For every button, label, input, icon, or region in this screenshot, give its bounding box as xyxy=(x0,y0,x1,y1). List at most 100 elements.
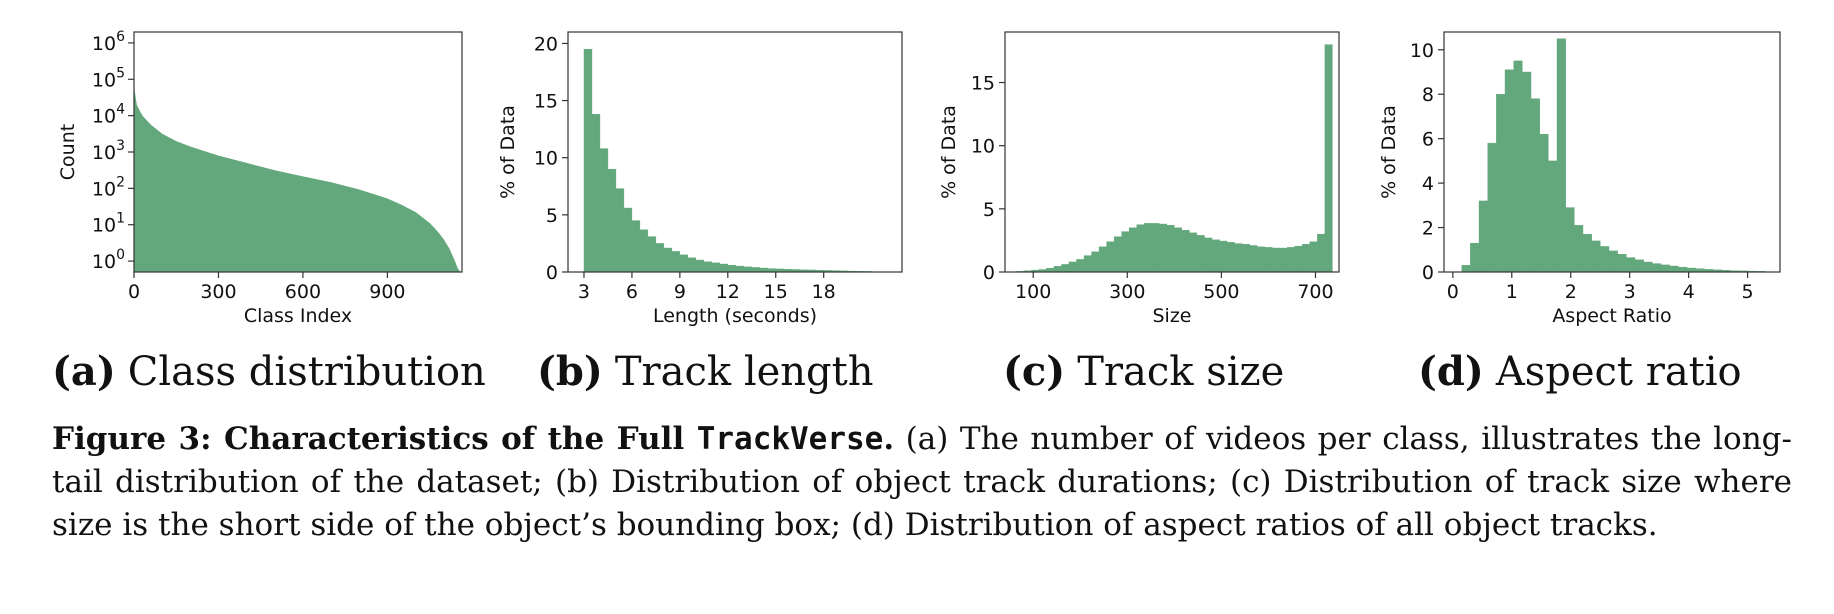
histogram-bar xyxy=(1530,98,1540,273)
subcaption-b-text: Track length xyxy=(614,349,874,395)
histogram-bar xyxy=(1121,231,1130,273)
x-tick-label: 600 xyxy=(285,281,321,303)
histogram-bar xyxy=(687,257,697,273)
histogram-bar xyxy=(1159,223,1168,273)
histogram-bar xyxy=(1294,245,1303,273)
x-tick-label: 9 xyxy=(674,281,686,303)
y-tick-label: 103 xyxy=(92,138,125,164)
histogram-bar xyxy=(1591,240,1601,273)
histogram-bar xyxy=(1144,223,1152,273)
y-tick-label: 20 xyxy=(534,33,558,55)
histogram-bar xyxy=(671,251,681,273)
histogram-bar xyxy=(1539,134,1549,273)
histogram-bar xyxy=(639,229,649,273)
histogram-bar xyxy=(623,207,633,273)
histogram-bar xyxy=(1219,240,1228,273)
subcaption-a-label: (a) xyxy=(52,348,116,395)
class-count-area xyxy=(134,86,462,272)
y-tick-label: 5 xyxy=(983,199,995,221)
caption-code: TrackVerse xyxy=(696,421,884,457)
y-tick-label: 0 xyxy=(1422,262,1434,284)
histogram-bar xyxy=(1061,264,1070,273)
y-tick-label: 10 xyxy=(1410,40,1434,62)
histogram-bar xyxy=(711,262,721,273)
axes-frame xyxy=(1443,31,1781,273)
x-tick-label: 15 xyxy=(764,281,788,303)
x-tick-label: 900 xyxy=(369,281,405,303)
histogram-bar xyxy=(727,264,736,273)
histogram-bar xyxy=(1256,246,1265,273)
histogram-bar xyxy=(631,220,641,273)
y-axis-label: % of Data xyxy=(938,105,960,199)
subcaption-c: (c) Track size xyxy=(1003,348,1284,395)
histogram-bar xyxy=(695,259,705,273)
histogram-bar xyxy=(735,265,744,273)
histogram-bar xyxy=(743,266,752,273)
y-tick-label: 100 xyxy=(92,247,125,273)
y-tick-label: 8 xyxy=(1422,84,1434,106)
x-axis-label: Length (seconds) xyxy=(653,305,817,327)
x-tick-label: 18 xyxy=(812,281,836,303)
histogram-bar xyxy=(583,48,593,273)
histogram-bar xyxy=(615,188,625,273)
x-axis-label: Size xyxy=(1152,305,1191,327)
histogram-bar xyxy=(591,114,601,273)
subcaption-c-text: Track size xyxy=(1077,349,1285,395)
histogram-bar xyxy=(759,267,768,273)
histogram-bar xyxy=(1522,71,1532,273)
x-tick-label: 700 xyxy=(1297,281,1333,303)
histogram-bar xyxy=(1478,200,1488,273)
x-tick-label: 3 xyxy=(1624,281,1636,303)
histogram-bar xyxy=(1098,246,1107,273)
histogram-bar xyxy=(1565,207,1575,273)
x-tick-label: 12 xyxy=(716,281,740,303)
x-axis-label: Aspect Ratio xyxy=(1552,305,1671,327)
histogram-bar xyxy=(1324,44,1333,273)
histogram-bar xyxy=(1249,245,1258,273)
y-tick-label: 106 xyxy=(92,29,125,55)
x-tick-label: 5 xyxy=(1742,281,1754,303)
histogram-bar xyxy=(1083,255,1092,273)
y-tick-label: 105 xyxy=(92,65,125,91)
histogram-bar xyxy=(1113,236,1122,273)
histogram-bar xyxy=(1076,259,1085,273)
caption-body: (a) The number of videos per class, illu… xyxy=(52,421,1792,543)
y-tick-label: 2 xyxy=(1422,218,1434,240)
histogram-bar xyxy=(1548,160,1558,273)
histogram-bar xyxy=(1128,227,1137,273)
axes-frame xyxy=(1004,31,1340,273)
y-tick-label: 15 xyxy=(534,91,558,113)
x-tick-label: 4 xyxy=(1683,281,1695,303)
histogram-bar xyxy=(1660,264,1670,273)
y-axis-label: % of Data xyxy=(1378,105,1400,199)
histogram-bar xyxy=(1574,225,1584,273)
y-tick-label: 0 xyxy=(983,262,995,284)
subcaption-a-text: Class distribution xyxy=(127,349,486,395)
x-tick-label: 300 xyxy=(200,281,236,303)
histogram-bar xyxy=(1652,263,1662,273)
histogram-bar xyxy=(1600,246,1610,273)
x-tick-label: 100 xyxy=(1015,281,1051,303)
histogram-bar xyxy=(1271,247,1280,273)
chart-panel-2: 100 300 500 700 0 5 10 15 Size % of Data xyxy=(938,31,1340,327)
histogram-bar xyxy=(1166,225,1175,273)
histogram-bar xyxy=(1204,237,1213,273)
y-tick-label: 0 xyxy=(546,262,558,284)
histogram-bar xyxy=(1211,239,1220,273)
histogram-bar xyxy=(663,247,673,273)
x-tick-label: 3 xyxy=(578,281,590,303)
histogram-bar xyxy=(1487,142,1497,273)
histogram-bar xyxy=(1189,232,1198,273)
y-tick-label: 6 xyxy=(1422,129,1434,151)
histogram-bar xyxy=(1226,242,1235,273)
subcaption-a: (a) Class distribution xyxy=(52,348,486,395)
y-tick-label: 15 xyxy=(971,73,995,95)
histogram-bar xyxy=(703,261,713,273)
histogram-bar xyxy=(1617,254,1627,273)
histogram-bar xyxy=(1608,250,1618,273)
y-tick-label: 104 xyxy=(92,102,125,128)
x-tick-label: 300 xyxy=(1109,281,1145,303)
histogram-bar xyxy=(1068,261,1077,273)
subcaption-c-label: (c) xyxy=(1003,348,1066,395)
